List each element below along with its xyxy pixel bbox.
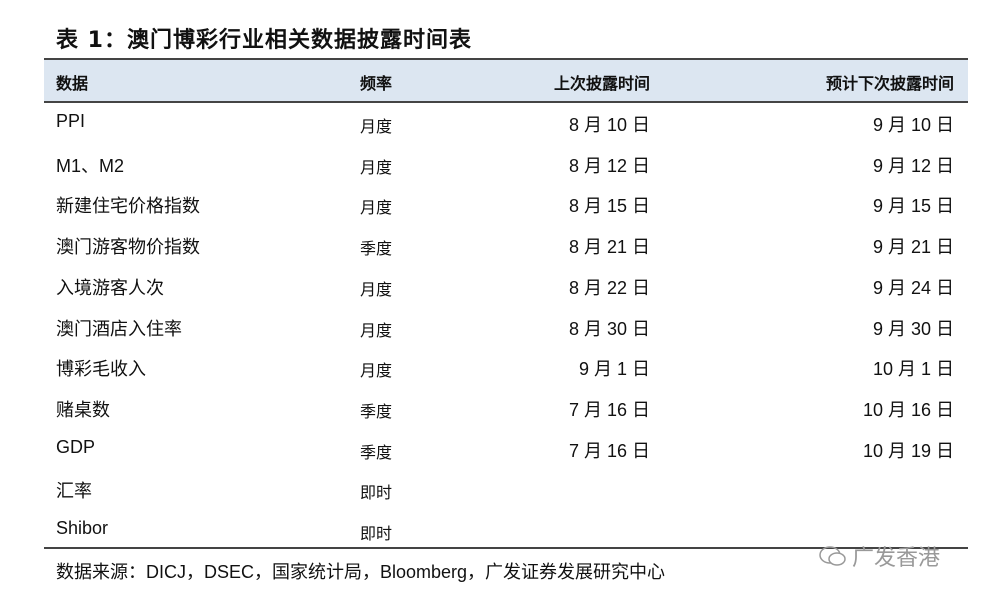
cell-frequency: 月度 [360,200,393,218]
watermark-text: 广发香港 [852,546,941,571]
table-row: 汇率 即时 [44,467,968,507]
cell-last-release: 7 月 16 日 [568,399,650,420]
cell-data: M1、M2 [56,155,125,176]
cell-data: GDP [56,436,96,457]
cell-last-release: 8 月 21 日 [568,237,650,258]
cell-next-release: 9 月 21 日 [872,237,954,258]
cell-data: 澳门酒店入住率 [56,318,182,339]
header-frequency: 频率 [360,74,393,93]
table-row: Shibor 即时 [44,508,968,548]
cell-frequency: 月度 [360,363,393,381]
wechat-icon [819,546,846,566]
table-row: 澳门酒店入住率 月度 8 月 30 日 9 月 30 日 [44,305,968,345]
cell-last-release: 8 月 30 日 [568,318,650,339]
cell-data: 入境游客人次 [56,277,164,298]
cell-last-release: 8 月 15 日 [568,196,650,217]
table-row: 入境游客人次 月度 8 月 22 日 9 月 24 日 [44,264,968,304]
table-row: 澳门游客物价指数 季度 8 月 21 日 9 月 21 日 [44,223,968,263]
cell-next-release: 9 月 15 日 [872,196,954,217]
cell-next-release: 9 月 24 日 [872,277,954,298]
table-header: 数据 频率 上次披露时间 预计下次披露时间 [44,58,968,103]
cell-frequency: 季度 [360,403,393,421]
cell-last-release: 9 月 1 日 [578,359,650,380]
table-row: GDP 季度 7 月 16 日 10 月 19 日 [44,427,968,467]
header-next-release: 预计下次披露时间 [825,74,954,93]
cell-frequency: 月度 [360,119,393,136]
cell-next-release: 10 月 19 日 [862,440,954,461]
cell-data: PPI [56,111,86,131]
table-row: M1、M2 月度 8 月 12 日 9 月 12 日 [44,142,968,182]
cell-next-release: 9 月 12 日 [872,155,954,176]
cell-frequency: 即时 [360,485,393,503]
cell-next-release: 9 月 30 日 [872,318,954,339]
cell-data: 澳门游客物价指数 [56,237,200,258]
cell-data: 汇率 [56,481,92,502]
header-data: 数据 [56,74,89,93]
table-bottom-rule [44,547,968,549]
header-last-release: 上次披露时间 [553,74,650,93]
table-title: 表 1：澳门博彩行业相关数据披露时间表 [56,28,472,53]
table-row: PPI 月度 8 月 10 日 9 月 10 日 [44,101,968,141]
cell-frequency: 季度 [360,444,393,462]
cell-last-release: 8 月 10 日 [568,115,650,135]
cell-frequency: 即时 [360,526,393,543]
cell-frequency: 月度 [360,322,393,340]
watermark: 广发香港 [818,540,940,572]
table-row: 赌桌数 季度 7 月 16 日 10 月 16 日 [44,386,968,426]
cell-frequency: 月度 [360,159,393,177]
cell-last-release: 8 月 12 日 [568,155,650,176]
cell-next-release: 10 月 1 日 [872,359,954,380]
table-row: 博彩毛收入 月度 9 月 1 日 10 月 1 日 [44,345,968,385]
cell-frequency: 季度 [360,241,393,259]
cell-last-release: 7 月 16 日 [568,440,650,461]
cell-last-release: 8 月 22 日 [568,277,650,298]
cell-data: 新建住宅价格指数 [56,196,200,217]
cell-frequency: 月度 [360,281,393,299]
cell-data: Shibor [56,518,109,538]
cell-next-release: 10 月 16 日 [862,399,954,420]
source-note: 数据来源：DICJ，DSEC，国家统计局，Bloomberg，广发证券发展研究中… [56,562,666,582]
table-row: 新建住宅价格指数 月度 8 月 15 日 9 月 15 日 [44,182,968,222]
cell-data: 赌桌数 [56,399,110,420]
cell-next-release: 9 月 10 日 [872,115,954,135]
cell-data: 博彩毛收入 [56,359,146,380]
